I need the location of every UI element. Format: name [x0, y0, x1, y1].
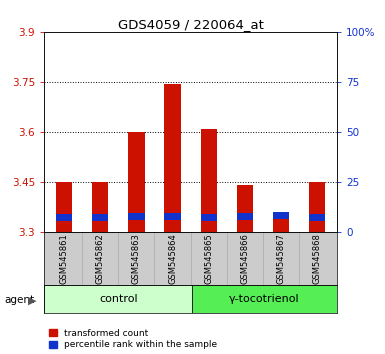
- Bar: [273, 213, 289, 232]
- Text: control: control: [99, 294, 138, 304]
- Bar: [237, 213, 253, 220]
- Text: GSM545865: GSM545865: [204, 233, 213, 284]
- Bar: [92, 214, 109, 221]
- Bar: [309, 182, 325, 232]
- Bar: [201, 129, 217, 232]
- Legend: transformed count, percentile rank within the sample: transformed count, percentile rank withi…: [49, 329, 217, 349]
- Text: GSM545867: GSM545867: [276, 233, 285, 284]
- Bar: [201, 214, 217, 221]
- Bar: [128, 213, 144, 220]
- Bar: [309, 214, 325, 221]
- Text: GSM545866: GSM545866: [240, 233, 249, 284]
- Text: γ-tocotrienol: γ-tocotrienol: [229, 294, 300, 304]
- Text: agent: agent: [5, 295, 35, 305]
- Text: GSM545868: GSM545868: [313, 233, 321, 284]
- Text: GSM545864: GSM545864: [168, 233, 177, 284]
- Bar: [56, 182, 72, 232]
- Text: GSM545863: GSM545863: [132, 233, 141, 284]
- Bar: [164, 84, 181, 232]
- Bar: [237, 185, 253, 232]
- Text: ▶: ▶: [28, 295, 36, 305]
- Bar: [192, 285, 337, 313]
- Title: GDS4059 / 220064_at: GDS4059 / 220064_at: [118, 18, 263, 31]
- Bar: [56, 214, 72, 221]
- Bar: [273, 212, 289, 219]
- Bar: [164, 213, 181, 220]
- Bar: [44, 285, 192, 313]
- Text: GSM545862: GSM545862: [96, 233, 105, 284]
- Text: GSM545861: GSM545861: [60, 233, 69, 284]
- Bar: [92, 182, 109, 232]
- Bar: [128, 132, 144, 232]
